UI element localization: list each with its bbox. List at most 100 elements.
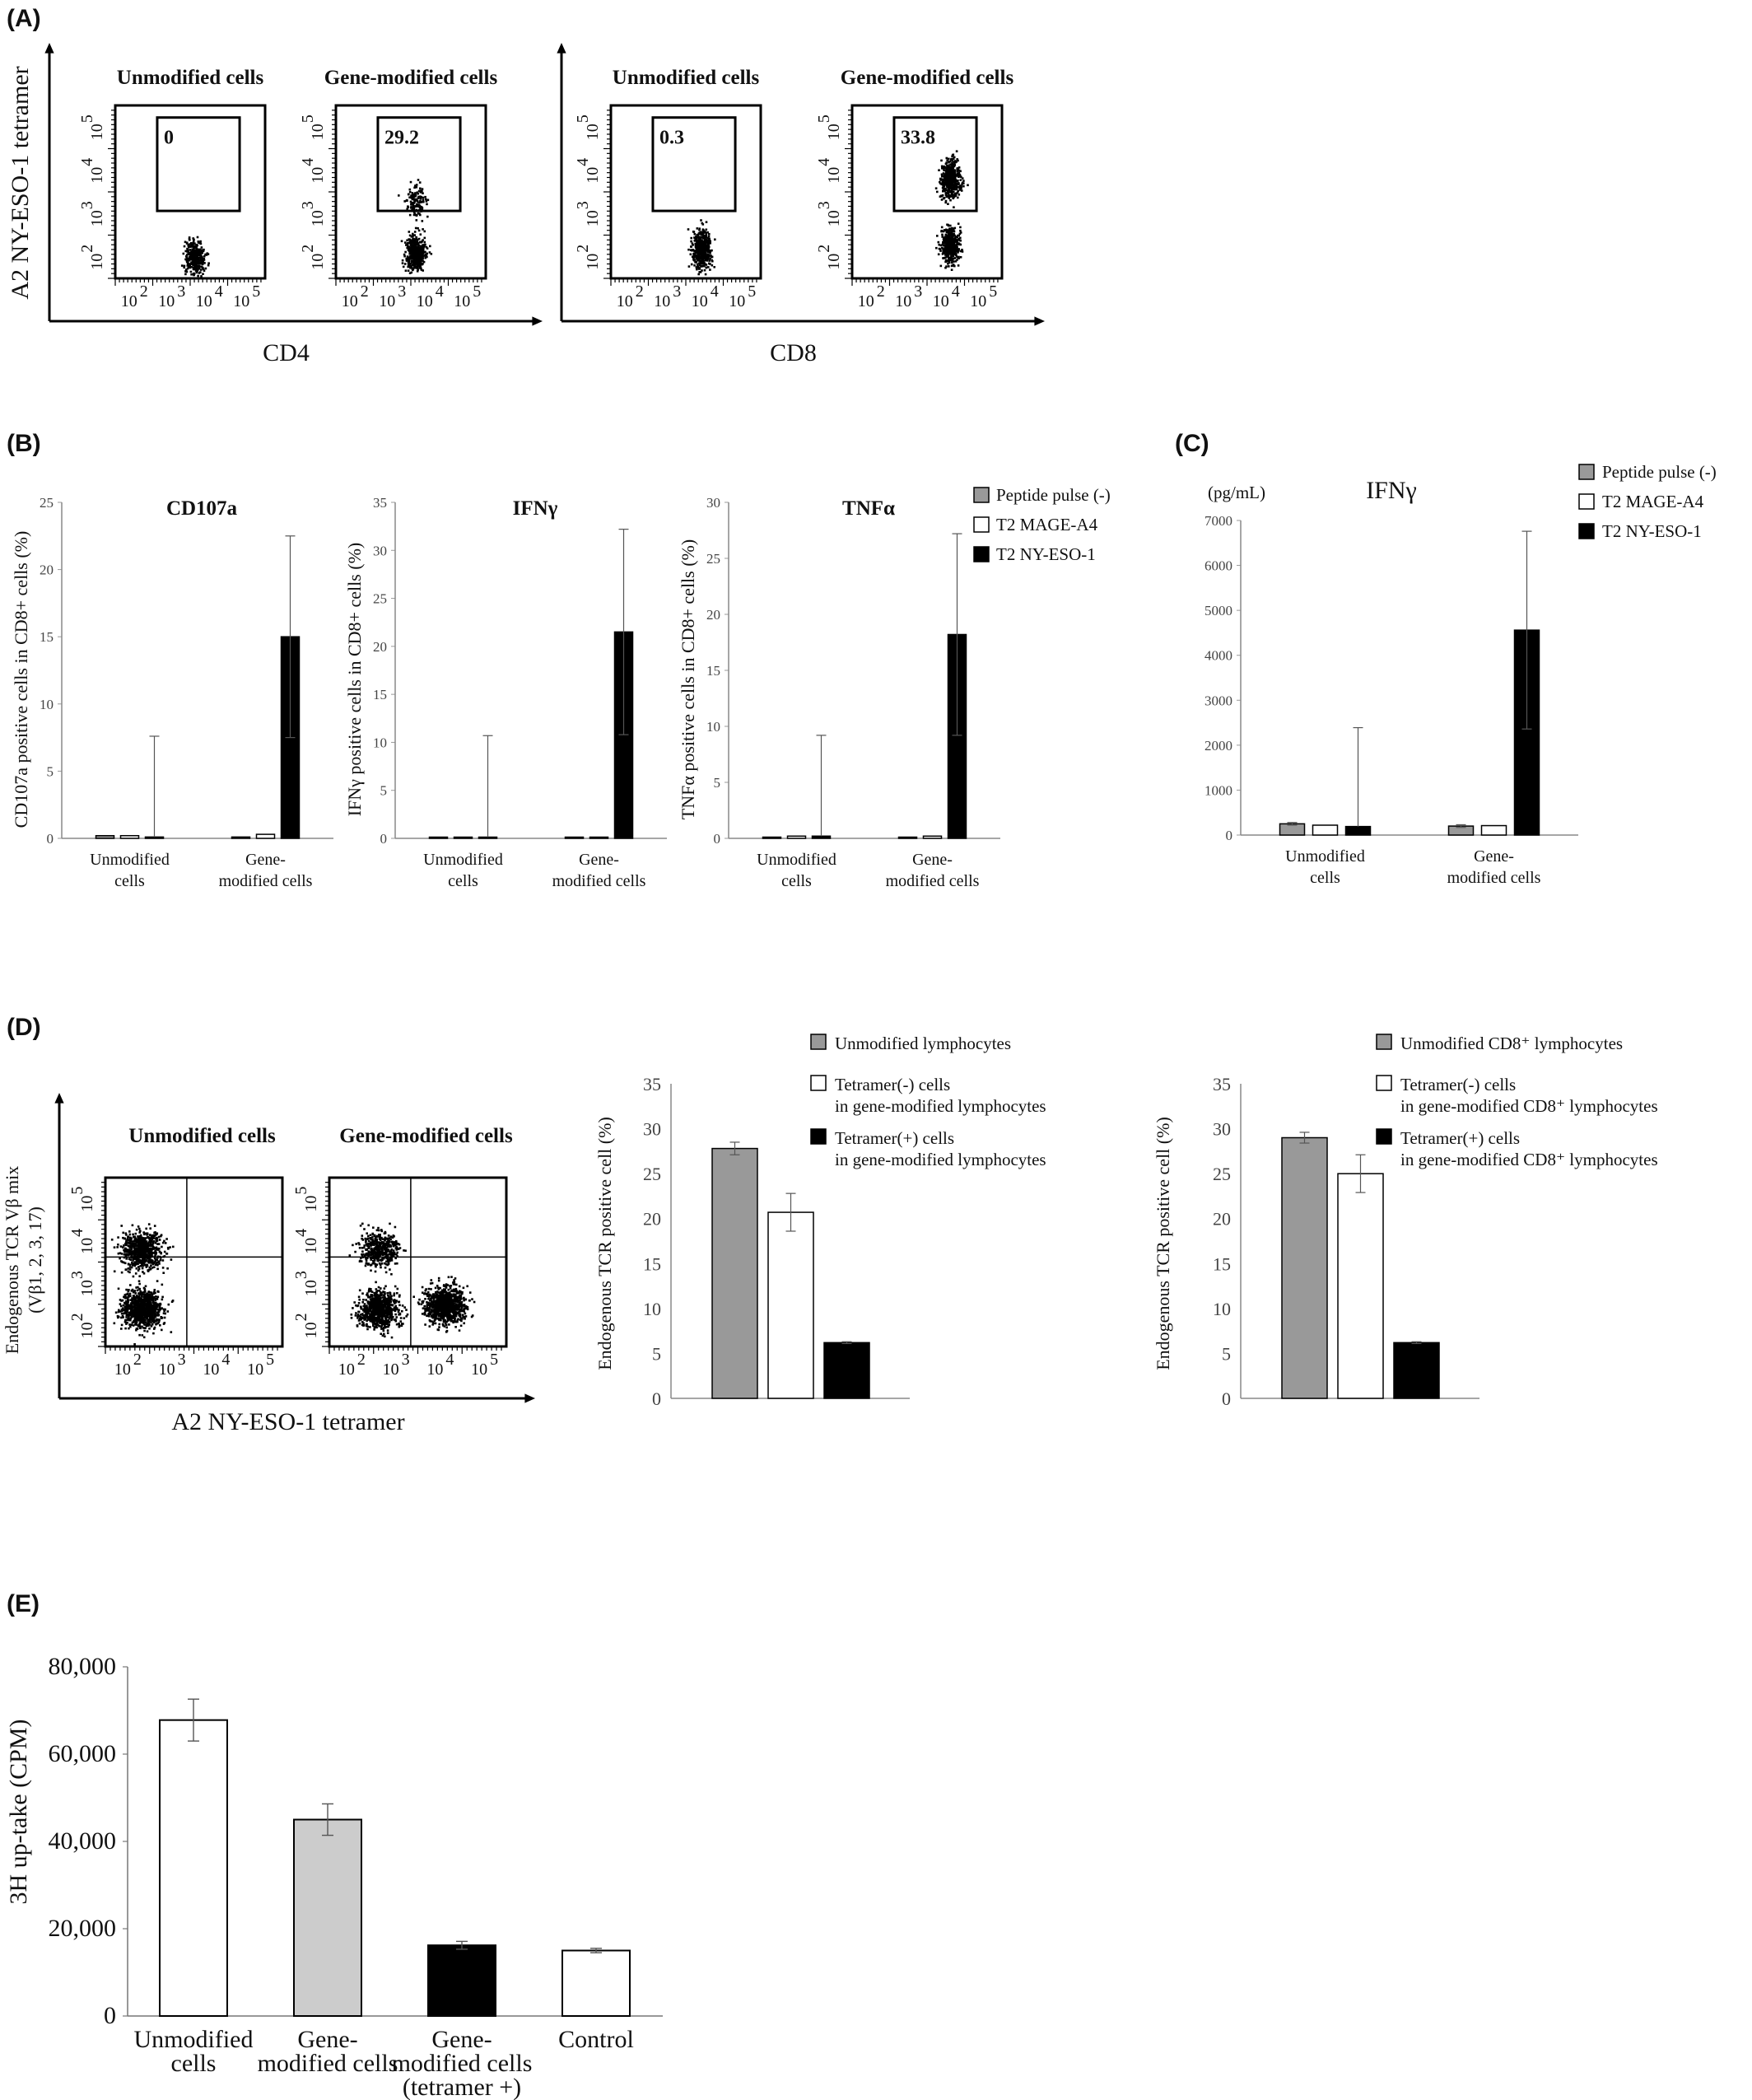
event-dot: [408, 190, 412, 194]
event-dot: [137, 1303, 140, 1305]
event-dot: [371, 1262, 375, 1265]
event-dot: [154, 1231, 156, 1234]
event-dot: [150, 1291, 153, 1294]
event-dot: [414, 184, 417, 187]
event-dot: [369, 1242, 372, 1245]
event-dot: [141, 1325, 143, 1328]
event-dot: [152, 1306, 155, 1309]
event-dot: [401, 262, 404, 264]
event-dot: [132, 1259, 134, 1262]
event-dot: [190, 273, 193, 276]
event-dot: [147, 1314, 150, 1316]
panel-label: (B): [7, 430, 41, 457]
event-dot: [142, 1257, 144, 1260]
event-dot: [124, 1297, 127, 1300]
event-dot: [141, 1334, 144, 1337]
event-dot: [389, 1244, 392, 1247]
event-dot: [163, 1322, 166, 1324]
event-dot: [380, 1241, 384, 1244]
event-dot: [147, 1323, 150, 1327]
event-dot: [949, 185, 952, 189]
event-dot: [951, 250, 954, 253]
event-dot: [429, 245, 431, 248]
event-dot: [702, 245, 706, 247]
event-dot: [948, 250, 952, 252]
event-dot: [942, 244, 945, 247]
y-tick-label: 0: [47, 831, 54, 847]
event-dot: [166, 1310, 170, 1313]
event-dot: [421, 257, 424, 260]
event-dot: [145, 1266, 148, 1268]
event-dot: [128, 1249, 131, 1252]
y-tick-label: 20: [706, 607, 720, 623]
event-dot: [953, 250, 957, 253]
tetramer-gate: [892, 116, 978, 212]
event-dot: [141, 1262, 144, 1266]
event-dot: [117, 1287, 120, 1290]
event-dot: [697, 240, 701, 243]
event-dot: [953, 185, 957, 189]
event-dot: [137, 1287, 141, 1290]
event-dot: [129, 1237, 132, 1239]
event-dot: [117, 1315, 120, 1318]
event-dot: [409, 251, 412, 254]
event-dot: [418, 257, 422, 259]
event-dot: [140, 1306, 143, 1309]
event-dot: [946, 239, 949, 242]
event-dot: [151, 1323, 154, 1326]
event-dot: [693, 240, 697, 242]
event-dot: [186, 267, 189, 270]
event-dot: [941, 236, 944, 238]
event-dot: [186, 259, 189, 263]
event-dot: [192, 241, 195, 245]
event-dot: [198, 252, 202, 255]
event-dot: [198, 267, 200, 269]
event-dot: [149, 1248, 151, 1250]
event-dot: [412, 232, 414, 236]
event-dot: [367, 1244, 370, 1246]
event-dot: [400, 240, 403, 243]
event-dot: [693, 254, 696, 256]
event-dot: [958, 234, 960, 237]
event-dot: [953, 244, 956, 246]
event-dot: [708, 259, 711, 262]
event-dot: [385, 1260, 388, 1263]
event-dot: [410, 194, 412, 197]
event-dot: [144, 1246, 147, 1248]
event-dot: [163, 1250, 166, 1253]
event-dot: [150, 1240, 153, 1244]
event-dot: [136, 1289, 139, 1292]
subplot-title: IFNγ: [513, 497, 558, 520]
event-dot: [193, 263, 197, 266]
event-dot: [379, 1235, 381, 1238]
event-dot: [360, 1260, 363, 1262]
event-dot: [150, 1318, 153, 1321]
event-dot: [137, 1318, 139, 1321]
event-dot: [133, 1314, 137, 1318]
dot-plot: Unmodified cells102103104105102103104105…: [78, 67, 267, 310]
event-dot: [365, 1262, 368, 1265]
event-dot: [944, 249, 947, 251]
event-dot: [387, 1234, 390, 1237]
event-dot: [948, 170, 952, 173]
event-dot: [944, 233, 948, 236]
event-dot: [128, 1258, 131, 1260]
event-dot: [422, 263, 424, 265]
event-dot: [357, 1242, 360, 1244]
event-dot: [415, 254, 417, 256]
y-tick-exponent: 5: [815, 114, 833, 123]
event-dot: [154, 1234, 157, 1236]
event-dot: [197, 258, 200, 260]
event-dot: [705, 228, 708, 231]
event-dot: [188, 258, 191, 261]
event-dot: [192, 240, 195, 243]
event-dot: [141, 1240, 143, 1244]
event-dot: [135, 1318, 137, 1320]
event-dot: [951, 170, 953, 173]
y-tick-label: 5: [47, 763, 54, 779]
event-dot: [123, 1321, 127, 1323]
event-dot: [417, 179, 420, 181]
event-dot: [200, 255, 203, 259]
event-dot: [191, 252, 193, 254]
